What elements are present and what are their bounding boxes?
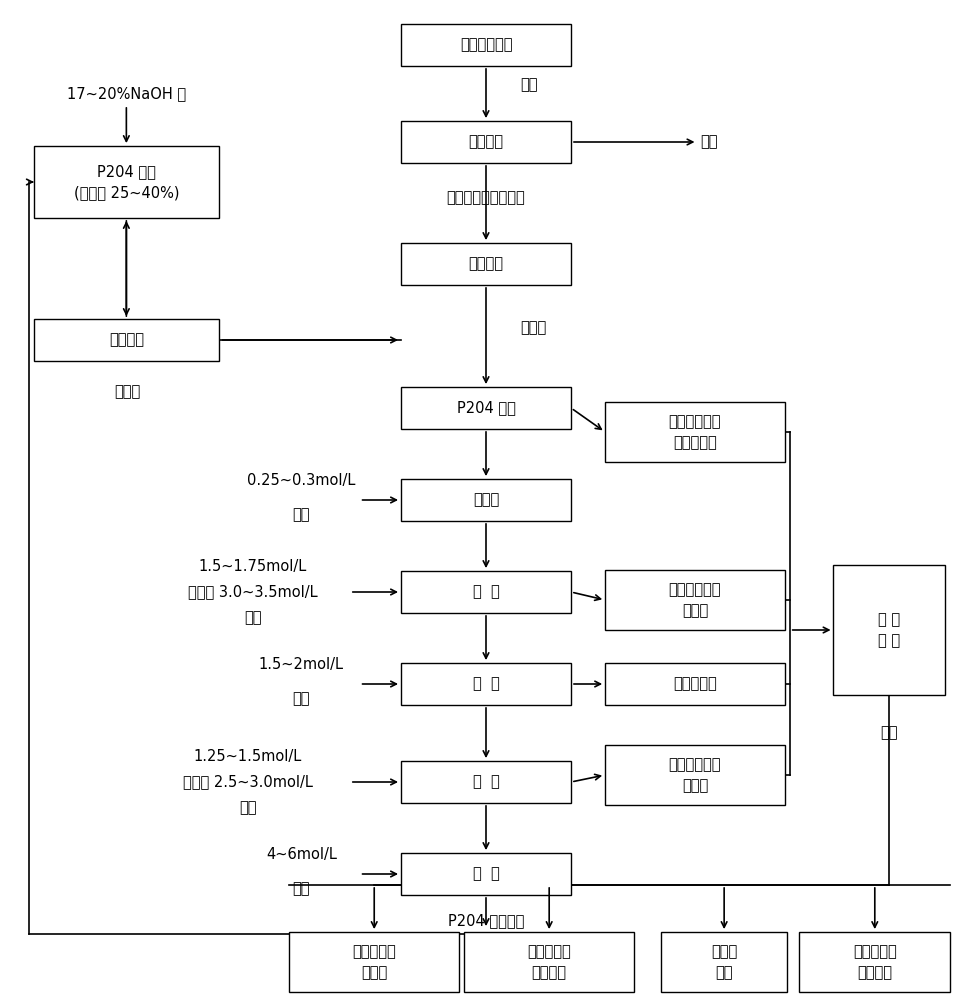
Text: 盐酸: 盐酸 bbox=[244, 610, 261, 626]
Text: 浓 缩
结 晶: 浓 缩 结 晶 bbox=[879, 612, 900, 648]
Text: 破碎筛分: 破碎筛分 bbox=[469, 134, 503, 149]
Text: 氯化钙
产品: 氯化钙 产品 bbox=[711, 944, 738, 980]
FancyBboxPatch shape bbox=[464, 932, 634, 992]
Text: 反  钙: 反 钙 bbox=[472, 676, 500, 692]
Text: 镍皂液: 镍皂液 bbox=[115, 384, 141, 399]
FancyBboxPatch shape bbox=[400, 479, 571, 521]
FancyBboxPatch shape bbox=[605, 402, 784, 462]
FancyBboxPatch shape bbox=[290, 932, 459, 992]
Text: 盐酸: 盐酸 bbox=[293, 882, 310, 896]
FancyBboxPatch shape bbox=[400, 24, 571, 66]
FancyBboxPatch shape bbox=[605, 570, 784, 630]
Text: 洗镍钴: 洗镍钴 bbox=[472, 492, 500, 508]
Text: 17~20%NaOH 液: 17~20%NaOH 液 bbox=[67, 87, 186, 102]
Text: 铁渣: 铁渣 bbox=[700, 134, 717, 149]
Text: 硫酸铜或氯化
铜溶液: 硫酸铜或氯化 铜溶液 bbox=[669, 582, 721, 618]
Text: 离心: 离心 bbox=[881, 726, 898, 740]
Text: P204 萃取: P204 萃取 bbox=[457, 400, 515, 416]
FancyBboxPatch shape bbox=[34, 319, 219, 361]
FancyBboxPatch shape bbox=[605, 663, 784, 705]
Text: 放电: 放电 bbox=[520, 77, 538, 92]
FancyBboxPatch shape bbox=[400, 387, 571, 429]
Text: 反  铜: 反 铜 bbox=[472, 584, 500, 599]
FancyBboxPatch shape bbox=[400, 663, 571, 705]
Text: 硫酸锌或氯
化锌产品: 硫酸锌或氯 化锌产品 bbox=[852, 944, 897, 980]
FancyBboxPatch shape bbox=[400, 121, 571, 163]
FancyBboxPatch shape bbox=[661, 932, 787, 992]
Text: 硫酸: 硫酸 bbox=[293, 508, 310, 522]
FancyBboxPatch shape bbox=[34, 146, 219, 218]
FancyBboxPatch shape bbox=[605, 745, 784, 805]
Text: 废旧镍锌电池: 废旧镍锌电池 bbox=[460, 37, 512, 52]
Text: 筛下物和非磁性物质: 筛下物和非磁性物质 bbox=[446, 190, 526, 206]
FancyBboxPatch shape bbox=[400, 243, 571, 285]
Text: P204 空白有机: P204 空白有机 bbox=[448, 914, 524, 928]
Text: 硫酸浸出: 硫酸浸出 bbox=[469, 256, 503, 271]
Text: 氯化钙溶液: 氯化钙溶液 bbox=[673, 676, 717, 692]
Text: 浸出液: 浸出液 bbox=[520, 320, 546, 336]
Text: 硫酸锌或氯化
锌产品: 硫酸锌或氯化 锌产品 bbox=[669, 757, 721, 793]
FancyBboxPatch shape bbox=[400, 761, 571, 803]
Text: 硫酸或 3.0~3.5mol/L: 硫酸或 3.0~3.5mol/L bbox=[188, 584, 318, 599]
FancyBboxPatch shape bbox=[834, 565, 945, 695]
Text: 1.5~1.75mol/L: 1.5~1.75mol/L bbox=[198, 558, 307, 574]
FancyBboxPatch shape bbox=[400, 853, 571, 895]
Text: 硫酸镍硫酸
钴产品: 硫酸镍硫酸 钴产品 bbox=[352, 944, 397, 980]
Text: 盐酸: 盐酸 bbox=[293, 692, 310, 706]
FancyBboxPatch shape bbox=[400, 571, 571, 613]
FancyBboxPatch shape bbox=[799, 932, 951, 992]
Text: 硫酸或 2.5~3.0mol/L: 硫酸或 2.5~3.0mol/L bbox=[183, 774, 313, 790]
Text: 盐酸: 盐酸 bbox=[239, 800, 257, 816]
Text: 0.25~0.3mol/L: 0.25~0.3mol/L bbox=[247, 473, 356, 488]
Text: 反  锌: 反 锌 bbox=[472, 774, 500, 790]
Text: 1.25~1.5mol/L: 1.25~1.5mol/L bbox=[193, 748, 302, 764]
Text: P204 皂化
(皂化率 25~40%): P204 皂化 (皂化率 25~40%) bbox=[74, 164, 179, 200]
Text: 4~6mol/L: 4~6mol/L bbox=[266, 846, 336, 861]
Text: 镍皂洗钠: 镍皂洗钠 bbox=[109, 332, 144, 348]
Text: 硫酸镍硫酸钴
二元混合液: 硫酸镍硫酸钴 二元混合液 bbox=[669, 414, 721, 450]
Text: 硫酸铜或氯
化铜产品: 硫酸铜或氯 化铜产品 bbox=[527, 944, 572, 980]
Text: 1.5~2mol/L: 1.5~2mol/L bbox=[259, 656, 344, 672]
Text: 反  铁: 反 铁 bbox=[472, 866, 500, 882]
